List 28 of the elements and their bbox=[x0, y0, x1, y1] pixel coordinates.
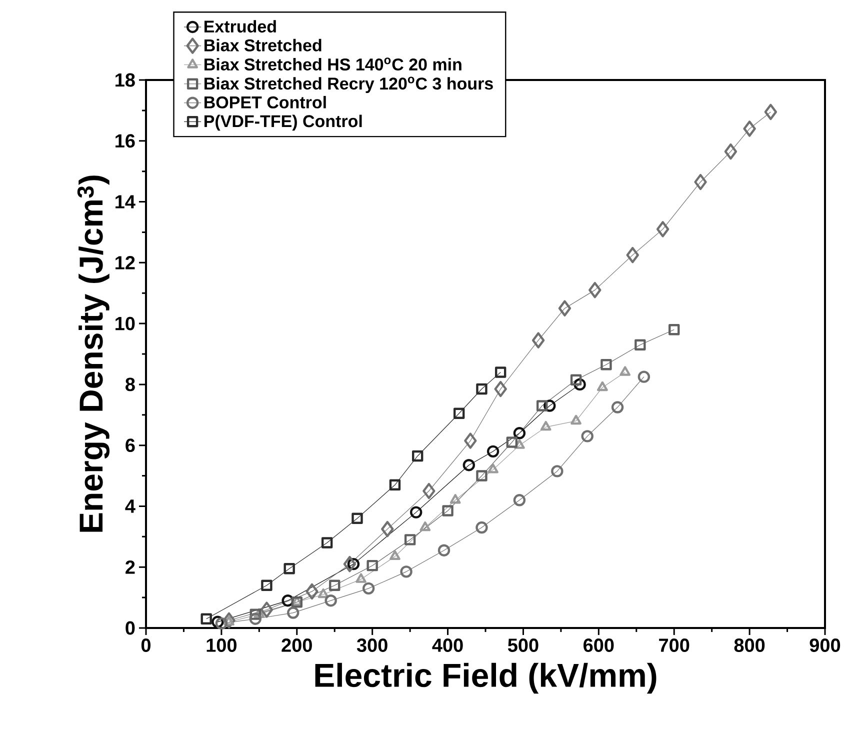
y-tick-label: 12 bbox=[116, 256, 135, 270]
y-tick-label: 10 bbox=[116, 316, 135, 330]
x-tick-label: 200 bbox=[282, 638, 312, 652]
x-tick-label: 900 bbox=[810, 638, 840, 652]
y-tick-label: 2 bbox=[126, 560, 135, 574]
legend-label: Biax Stretched Recry 120$^{o}$C 3 hours bbox=[204, 76, 493, 93]
y-tick-label: 14 bbox=[116, 195, 136, 208]
x-tick-label: 600 bbox=[584, 638, 614, 652]
y-tick-label: 16 bbox=[116, 134, 135, 148]
y-tick-label: 6 bbox=[126, 438, 135, 452]
x-tick-label: 500 bbox=[508, 638, 538, 652]
x-tick-label: 100 bbox=[206, 638, 237, 652]
x-tick-label: 0 bbox=[141, 638, 150, 652]
x-tick-label: 800 bbox=[734, 638, 765, 652]
y-tick-label: 4 bbox=[125, 500, 136, 513]
y-tick-label: 8 bbox=[126, 378, 135, 392]
legend-label: P(VDF-TFE) Control bbox=[204, 114, 362, 131]
y-axis-title: Energy Density (J/cm$^{3}$) bbox=[77, 176, 110, 532]
y-tick-label: 18 bbox=[116, 73, 135, 87]
y-tick-label: 0 bbox=[126, 621, 135, 635]
legend-label: BOPET Control bbox=[204, 96, 326, 108]
legend-label: Biax Stretched bbox=[204, 38, 322, 52]
x-tick-label: 400 bbox=[432, 638, 463, 652]
x-axis-title: Electric Field (kV/mm) bbox=[315, 662, 656, 694]
legend-label: Extruded bbox=[204, 20, 276, 33]
legend-label: Biax Stretched HS 140$^{o}$C 20 min bbox=[204, 58, 462, 71]
x-tick-label: 700 bbox=[659, 638, 690, 652]
x-tick-label: 300 bbox=[356, 638, 388, 652]
